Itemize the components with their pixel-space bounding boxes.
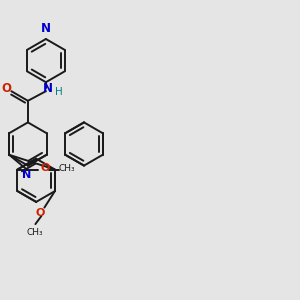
Text: O: O: [35, 208, 45, 218]
Text: N: N: [41, 22, 51, 35]
Text: CH₃: CH₃: [26, 228, 43, 237]
Text: CH₃: CH₃: [59, 164, 75, 172]
Text: N: N: [43, 82, 53, 95]
Text: N: N: [22, 170, 31, 180]
Text: O: O: [40, 163, 50, 173]
Text: H: H: [55, 87, 62, 97]
Text: O: O: [1, 82, 11, 95]
